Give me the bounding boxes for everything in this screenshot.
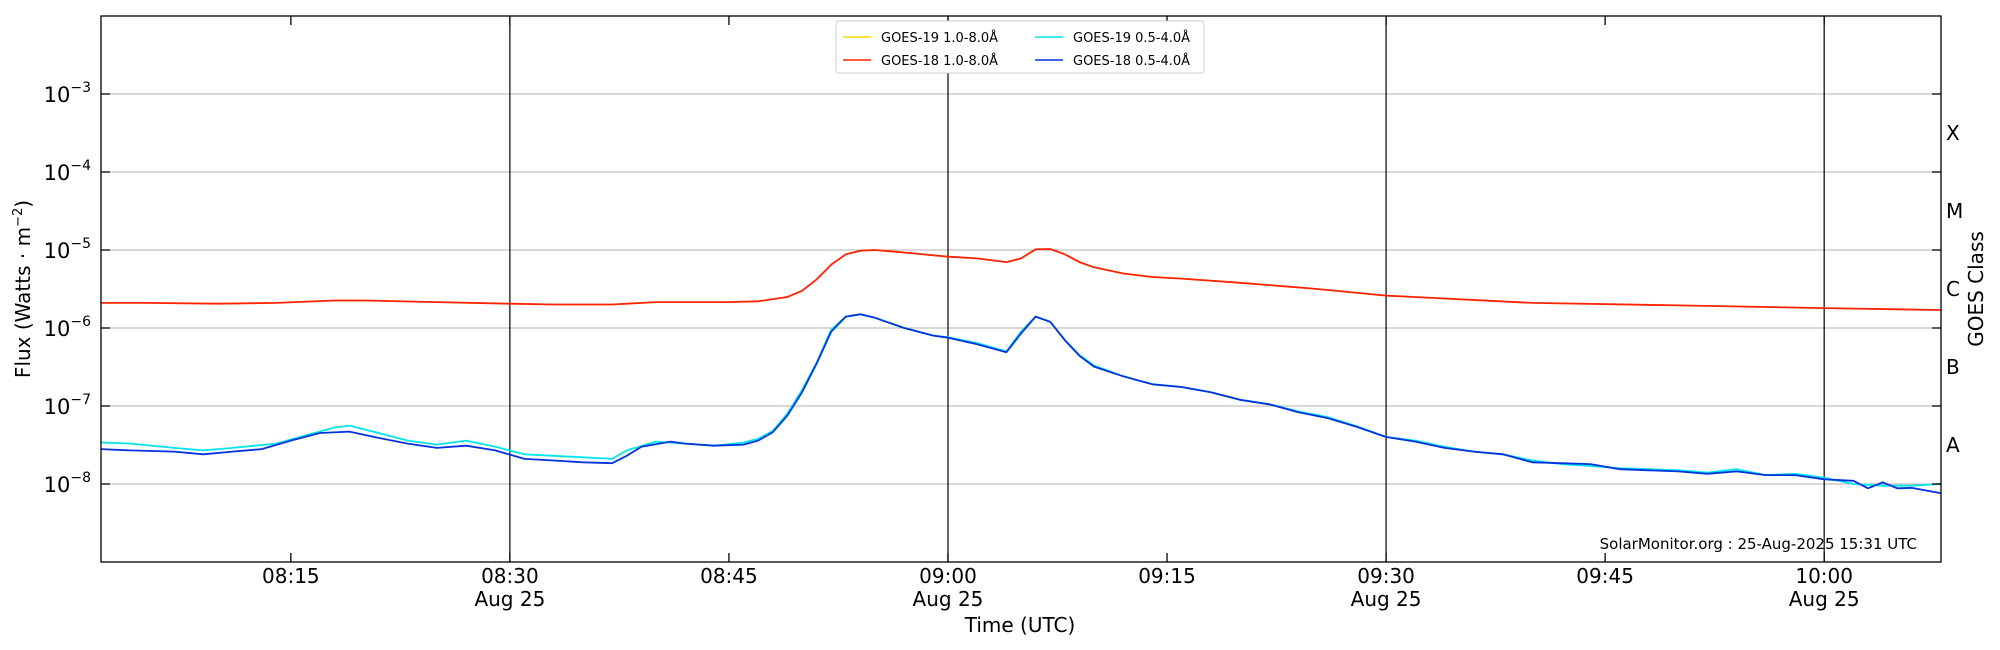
x-tick-label: 09:00: [919, 564, 977, 588]
x-tick-label: 09:45: [1576, 564, 1634, 588]
goes-class-label: A: [1946, 433, 1960, 457]
legend-label: GOES-19 0.5-4.0Å: [1073, 30, 1190, 46]
x-tick-label: 08:30: [481, 564, 539, 588]
x-tick-date-label: Aug 25: [913, 587, 984, 611]
legend-label: GOES-19 1.0-8.0Å: [881, 30, 998, 46]
goes-class-labels: A B C M X: [1946, 121, 1963, 457]
y-axis-ticks: 10−8 10−7 10−6 10−5 10−4 10−3: [44, 80, 1941, 497]
goes-class-label: X: [1946, 121, 1960, 145]
x-tick-date-label: Aug 25: [1789, 587, 1860, 611]
x-tick-date-label: Aug 25: [474, 587, 545, 611]
x-tick-label: 09:15: [1138, 564, 1196, 588]
goes-class-label: C: [1946, 277, 1960, 301]
y-tick-label: 10−8: [44, 470, 91, 497]
plot-area-background: [101, 16, 1941, 562]
horizontal-gridlines: [101, 93, 1941, 485]
goes-class-label: M: [1946, 199, 1963, 223]
x-axis-label: Time (UTC): [964, 613, 1076, 637]
x-tick-label: 08:45: [700, 564, 758, 588]
y-tick-label: 10−6: [44, 314, 91, 341]
goes-class-label: B: [1946, 355, 1960, 379]
legend-label: GOES-18 0.5-4.0Å: [1073, 53, 1190, 69]
goes-class-axis-label: GOES Class: [1964, 231, 1988, 347]
x-tick-label: 10:00: [1795, 564, 1853, 588]
y-tick-label: 10−3: [44, 80, 91, 107]
series-line-4: [100, 313, 1942, 495]
source-annotation: SolarMonitor.org : 25-Aug-2025 15:31 UTC: [1600, 535, 1917, 553]
y-tick-label: 10−7: [44, 392, 91, 419]
day-marker-lines: [509, 16, 1825, 562]
y-axis-label: Flux (Watts · m−2): [11, 200, 35, 378]
x-tick-date-label: Aug 25: [1351, 587, 1422, 611]
y-tick-label: 10−5: [44, 236, 91, 263]
legend: GOES-19 1.0-8.0Å GOES-18 1.0-8.0Å GOES-19 …: [835, 20, 1205, 74]
series-line-2: [101, 248, 1942, 311]
x-tick-label: 09:30: [1357, 564, 1415, 588]
series-lines: [100, 248, 1942, 495]
legend-label: GOES-18 1.0-8.0Å: [881, 53, 998, 69]
plot-frame: [100, 15, 1942, 563]
legend-box: [835, 20, 1205, 74]
y-tick-label: 10−4: [44, 158, 91, 185]
x-tick-label: 08:15: [262, 564, 320, 588]
